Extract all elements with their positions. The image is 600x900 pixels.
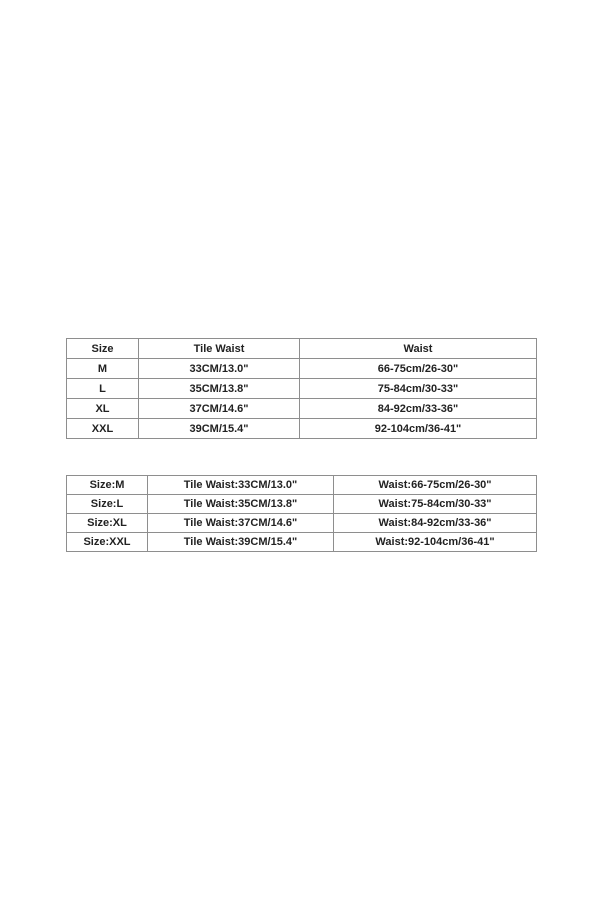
table-cell: 92-104cm/36-41": [299, 418, 537, 439]
header-cell-tile-waist: Tile Waist: [138, 338, 300, 359]
table-cell: 39CM/15.4": [138, 418, 300, 439]
table-cell: Tile Waist:39CM/15.4": [147, 532, 334, 552]
table-cell: Size:L: [66, 494, 148, 514]
header-cell-waist: Waist: [299, 338, 537, 359]
table-cell: XL: [66, 398, 139, 419]
table-cell: L: [66, 378, 139, 399]
table-cell: 75-84cm/30-33": [299, 378, 537, 399]
table-cell: Size:M: [66, 475, 148, 495]
table-cell: 37CM/14.6": [138, 398, 300, 419]
header-cell-size: Size: [66, 338, 139, 359]
table-cell: XXL: [66, 418, 139, 439]
table-row: M 33CM/13.0" 66-75cm/26-30": [66, 358, 537, 379]
table-row: Size:M Tile Waist:33CM/13.0" Waist:66-75…: [66, 475, 537, 495]
table-row: XXL 39CM/15.4" 92-104cm/36-41": [66, 418, 537, 439]
table-cell: Size:XL: [66, 513, 148, 533]
table-cell: Size:XXL: [66, 532, 148, 552]
table-row: Size:XXL Tile Waist:39CM/15.4" Waist:92-…: [66, 532, 537, 552]
table-cell: 33CM/13.0": [138, 358, 300, 379]
table-cell: Tile Waist:35CM/13.8": [147, 494, 334, 514]
table-cell: 84-92cm/33-36": [299, 398, 537, 419]
table-row: Size:XL Tile Waist:37CM/14.6" Waist:84-9…: [66, 513, 537, 533]
table-row: XL 37CM/14.6" 84-92cm/33-36": [66, 398, 537, 419]
table-cell: Waist:75-84cm/30-33": [333, 494, 537, 514]
size-chart-detailed-table: Size:M Tile Waist:33CM/13.0" Waist:66-75…: [66, 475, 537, 552]
table-cell: M: [66, 358, 139, 379]
size-chart-table: Size Tile Waist Waist M 33CM/13.0" 66-75…: [66, 338, 537, 439]
table-cell: 35CM/13.8": [138, 378, 300, 399]
table-cell: Waist:84-92cm/33-36": [333, 513, 537, 533]
table-cell: Tile Waist:37CM/14.6": [147, 513, 334, 533]
table-cell: Waist:66-75cm/26-30": [333, 475, 537, 495]
table-cell: Waist:92-104cm/36-41": [333, 532, 537, 552]
table-header-row: Size Tile Waist Waist: [66, 338, 537, 359]
table-row: L 35CM/13.8" 75-84cm/30-33": [66, 378, 537, 399]
table-cell: 66-75cm/26-30": [299, 358, 537, 379]
table-row: Size:L Tile Waist:35CM/13.8" Waist:75-84…: [66, 494, 537, 514]
table-cell: Tile Waist:33CM/13.0": [147, 475, 334, 495]
